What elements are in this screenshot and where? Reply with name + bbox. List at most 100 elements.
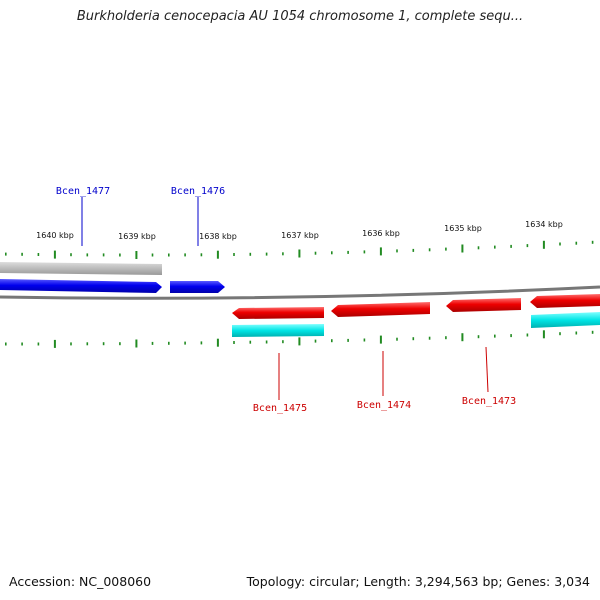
minor-tick <box>331 339 333 343</box>
minor-tick <box>526 244 529 248</box>
minor-tick <box>102 253 105 257</box>
gene-label-bcen-1476[interactable]: Bcen_1476 <box>171 186 225 197</box>
gene-label-bcen-1474[interactable]: Bcen_1474 <box>357 400 411 411</box>
minor-tick <box>70 253 72 257</box>
major-tick <box>542 330 545 339</box>
kbp-label: 1636 kbp <box>362 229 400 238</box>
gene-arrow-bcen-1477[interactable] <box>0 279 162 293</box>
minor-tick <box>526 333 529 337</box>
minor-tick <box>428 248 431 252</box>
major-tick <box>298 249 301 258</box>
major-tick <box>461 333 464 342</box>
tick-marks-upper <box>5 240 594 259</box>
minor-tick <box>282 340 284 344</box>
minor-tick <box>510 244 512 248</box>
minor-tick <box>119 342 121 346</box>
kbp-label: 1639 kbp <box>118 232 156 241</box>
gene-label-bcen-1477[interactable]: Bcen_1477 <box>56 186 110 197</box>
kbp-label: 1640 kbp <box>36 231 74 240</box>
minor-tick <box>5 252 7 256</box>
accession-text: Accession: NC_008060 <box>9 574 152 589</box>
minor-tick <box>102 342 105 346</box>
minor-tick <box>21 342 23 346</box>
gene-label-bcen-1473[interactable]: Bcen_1473 <box>462 396 516 407</box>
major-tick <box>135 339 138 348</box>
minor-tick <box>363 250 366 254</box>
minor-tick <box>37 342 40 346</box>
minor-tick <box>200 341 203 345</box>
minor-tick <box>265 340 268 344</box>
kbp-label: 1634 kbp <box>525 220 563 229</box>
major-tick <box>298 337 301 346</box>
minor-tick <box>412 248 415 252</box>
minor-tick <box>445 247 447 251</box>
minor-tick <box>396 249 398 253</box>
minor-tick <box>168 253 170 257</box>
gene-arrow-bcen-1473[interactable] <box>446 298 521 312</box>
gene-arrow-bcen-1476[interactable] <box>170 281 225 293</box>
kbp-label: 1638 kbp <box>199 232 237 241</box>
minor-tick <box>347 338 349 342</box>
minor-tick <box>168 341 170 345</box>
major-tick <box>216 338 219 347</box>
chromosome-backbone <box>0 285 600 300</box>
minor-tick <box>428 336 431 340</box>
minor-tick <box>510 334 512 338</box>
major-tick <box>135 251 138 259</box>
minor-tick <box>200 253 203 257</box>
minor-tick <box>559 242 561 246</box>
leader-line-bcen-1473 <box>485 346 489 393</box>
minor-tick <box>233 341 235 344</box>
minor-tick <box>559 332 561 336</box>
minor-tick <box>151 253 154 257</box>
minor-tick <box>265 252 268 256</box>
minor-tick <box>282 252 284 256</box>
reverse-cds-track <box>531 312 600 328</box>
minor-tick <box>575 241 578 245</box>
minor-tick <box>494 334 496 338</box>
minor-tick <box>249 252 252 256</box>
minor-tick <box>249 340 252 344</box>
minor-tick <box>21 252 23 256</box>
gene-arrow-bcen-1475[interactable] <box>232 307 324 319</box>
major-tick <box>379 247 382 256</box>
map-title: Burkholderia cenocepacia AU 1054 chromos… <box>76 9 524 24</box>
kbp-label: 1635 kbp <box>444 224 482 233</box>
minor-tick <box>477 246 480 250</box>
minor-tick <box>363 338 366 342</box>
major-tick <box>379 335 382 344</box>
major-tick <box>53 339 56 348</box>
minor-tick <box>86 253 89 257</box>
major-tick <box>216 250 219 259</box>
minor-tick <box>5 342 7 346</box>
major-tick <box>542 240 545 249</box>
minor-tick <box>184 341 186 345</box>
minor-tick <box>184 253 186 257</box>
minor-tick <box>396 337 398 341</box>
major-tick <box>53 250 56 259</box>
minor-tick <box>591 240 594 244</box>
minor-tick <box>412 337 415 341</box>
minor-tick <box>331 251 333 255</box>
minor-tick <box>591 330 594 334</box>
reverse-cds-track <box>232 324 324 337</box>
minor-tick <box>314 339 317 343</box>
major-tick <box>461 244 464 253</box>
minor-tick <box>86 342 89 346</box>
minor-tick <box>347 250 349 254</box>
minor-tick <box>233 253 235 256</box>
minor-tick <box>37 253 40 256</box>
gene-arrow-bcen-1474[interactable] <box>331 302 430 317</box>
tick-marks-lower <box>5 330 594 348</box>
gene-label-bcen-1475[interactable]: Bcen_1475 <box>253 403 307 414</box>
minor-tick <box>445 336 447 340</box>
forward-cds-track <box>0 262 162 275</box>
minor-tick <box>575 331 578 335</box>
kbp-label: 1637 kbp <box>281 231 319 240</box>
gene-arrow-partial[interactable] <box>530 294 600 308</box>
genome-summary-text: Topology: circular; Length: 3,294,563 bp… <box>246 574 590 589</box>
minor-tick <box>477 335 480 339</box>
minor-tick <box>494 245 496 249</box>
minor-tick <box>70 342 72 346</box>
